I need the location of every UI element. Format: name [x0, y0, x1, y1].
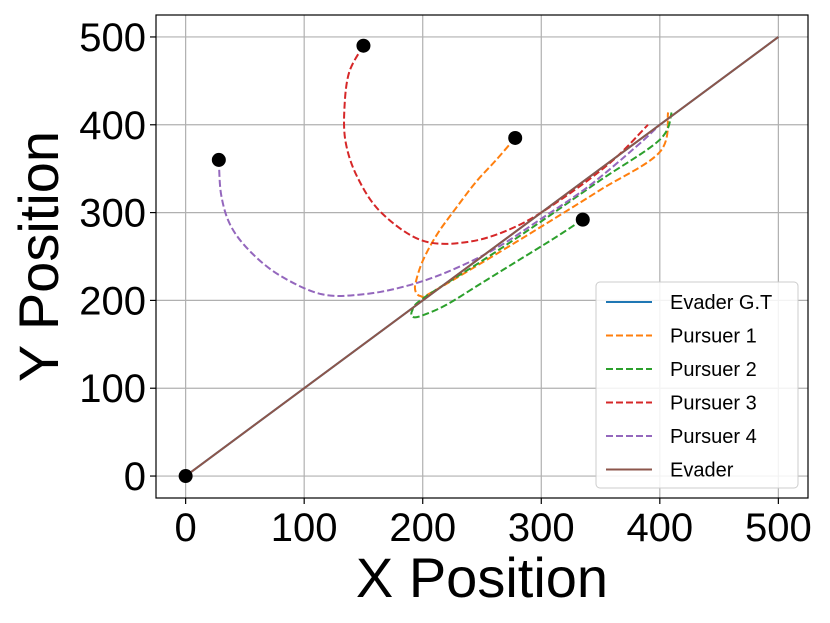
x-tick-label: 200: [389, 506, 456, 550]
y-tick-label: 100: [79, 367, 146, 411]
legend-label: Pursuer 3: [670, 393, 757, 415]
grid: [156, 15, 808, 498]
series-line-evader: [185, 36, 779, 477]
start-marker: [178, 469, 193, 484]
legend-label: Pursuer 4: [670, 426, 757, 448]
legend-label: Evader G.T: [670, 292, 772, 314]
legend-label: Pursuer 2: [670, 359, 757, 381]
y-tick-label: 500: [79, 16, 146, 60]
x-axis-label: X Position: [356, 546, 608, 609]
x-ticks: 0 100 200 300 400 500: [175, 498, 812, 550]
start-markers: [178, 38, 590, 484]
series-lines: [185, 36, 779, 477]
legend-label: Evader: [670, 460, 734, 482]
legend-label: Pursuer 1: [670, 326, 757, 348]
plot-area-frame: [155, 14, 809, 499]
y-tick-label: 300: [79, 192, 146, 236]
x-tick-label: 100: [271, 506, 338, 550]
series-line-pursuer-2: [410, 112, 673, 319]
y-tick-label: 0: [124, 455, 146, 499]
y-ticks: 0 100 200 300 400 500: [79, 16, 156, 499]
x-tick-label: 400: [626, 506, 693, 550]
series-line-pursuer-1: [413, 112, 670, 298]
start-marker: [356, 38, 371, 53]
y-tick-label: 400: [79, 104, 146, 148]
y-axis-label: Y Position: [7, 131, 70, 382]
legend: Evader G.T Pursuer 1 Pursuer 2 Pursuer 3 Pur…: [595, 281, 799, 489]
x-tick-label: 500: [745, 506, 812, 550]
x-tick-label: 300: [508, 506, 575, 550]
series-line-pursuer-3: [343, 45, 649, 245]
x-tick-label: 0: [175, 506, 197, 550]
y-tick-label: 200: [79, 279, 146, 323]
start-marker: [508, 130, 523, 145]
series-line-pursuer-4: [217, 124, 661, 297]
start-marker: [211, 152, 226, 167]
start-marker: [575, 212, 590, 227]
